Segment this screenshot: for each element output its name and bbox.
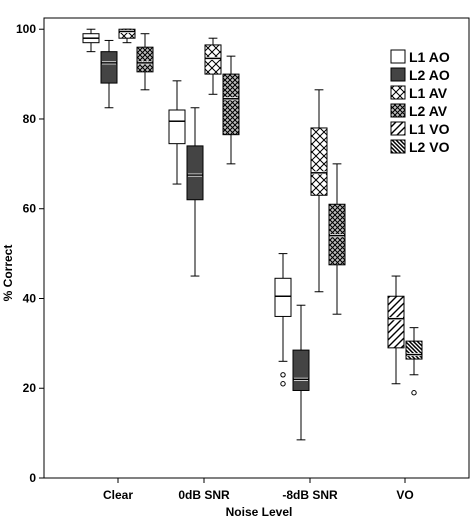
plot-border <box>43 17 470 479</box>
box-l2-av-8db-snr <box>328 163 346 315</box>
box-l2-ao-0db-snr <box>186 107 204 277</box>
legend-swatch <box>390 139 406 154</box>
legend-item-l1-av: L1 AV <box>390 85 448 101</box>
plot-frame <box>43 17 470 479</box>
legend-label: L2 VO <box>409 139 450 155</box>
legend-swatch <box>390 103 406 118</box>
legend-item-l2-av: L2 AV <box>390 103 448 119</box>
y-tick-label: 100 <box>16 22 36 36</box>
box-l1-ao-8db-snr <box>274 253 292 387</box>
iqr-box <box>310 127 328 196</box>
box-l2-vo-vo <box>405 327 423 396</box>
y-tick-label: 40 <box>23 291 37 305</box>
legend-swatch <box>390 85 406 100</box>
iqr-box <box>405 340 423 360</box>
legend-item-l2-vo: L2 VO <box>390 139 450 155</box>
legend-swatch <box>390 67 406 82</box>
x-tick-label: -8dB SNR <box>282 488 338 502</box>
iqr-box <box>168 109 186 145</box>
box-l1-vo-vo <box>387 275 405 385</box>
iqr-box <box>186 145 204 201</box>
iqr-box <box>222 73 240 136</box>
legend: L1 AO L2 AO L1 AV L2 AV L1 VO L2 VO <box>390 49 450 155</box>
series-l2-vo <box>405 327 423 396</box>
legend-item-l1-ao: L1 AO <box>390 49 450 65</box>
x-axis-title: Noise Level <box>226 505 293 519</box>
box-l2-av-clear <box>136 33 154 91</box>
outlier-point <box>280 381 286 387</box>
y-tick-label: 0 <box>29 471 36 485</box>
y-tick-label: 60 <box>23 202 37 216</box>
box-l2-ao-clear <box>100 39 118 109</box>
box-l1-av-clear <box>118 28 136 44</box>
legend-swatch <box>390 121 406 136</box>
box-l2-av-0db-snr <box>222 55 240 165</box>
legend-swatch <box>390 49 406 64</box>
box-l1-av-0db-snr <box>204 37 222 95</box>
legend-label: L1 AV <box>409 85 448 101</box>
box-l1-ao-0db-snr <box>168 80 186 185</box>
y-tick-label: 80 <box>23 112 37 126</box>
series-l1-av <box>118 28 328 293</box>
outlier-point <box>280 372 286 378</box>
series-l1-vo <box>387 275 405 385</box>
series-l2-ao <box>100 39 310 441</box>
iqr-box <box>136 46 154 73</box>
series-l1-ao <box>82 28 292 387</box>
legend-label: L2 AV <box>409 103 448 119</box>
x-tick-label: VO <box>396 488 413 502</box>
box-l1-av-8db-snr <box>310 89 328 293</box>
series-l2-av <box>136 33 346 315</box>
box-series-group <box>82 28 423 441</box>
box-l1-ao-clear <box>82 28 100 53</box>
iqr-box <box>118 28 136 39</box>
y-axis-title: % Correct <box>1 245 15 302</box>
legend-label: L1 VO <box>409 121 450 137</box>
legend-label: L1 AO <box>409 49 450 65</box>
x-tick-label: 0dB SNR <box>178 488 230 502</box>
legend-label: L2 AO <box>409 67 450 83</box>
legend-item-l2-ao: L2 AO <box>390 67 450 83</box>
y-tick-label: 20 <box>23 381 37 395</box>
x-axis: Clear 0dB SNR -8dB SNR VO <box>103 478 414 502</box>
iqr-box <box>387 295 405 349</box>
iqr-box <box>292 349 310 391</box>
legend-item-l1-vo: L1 VO <box>390 121 450 137</box>
box-l2-ao-8db-snr <box>292 304 310 441</box>
x-tick-label: Clear <box>103 488 133 502</box>
y-axis: 0 20 40 60 80 100 <box>16 22 44 485</box>
outlier-point <box>411 390 417 396</box>
iqr-box <box>100 51 118 84</box>
